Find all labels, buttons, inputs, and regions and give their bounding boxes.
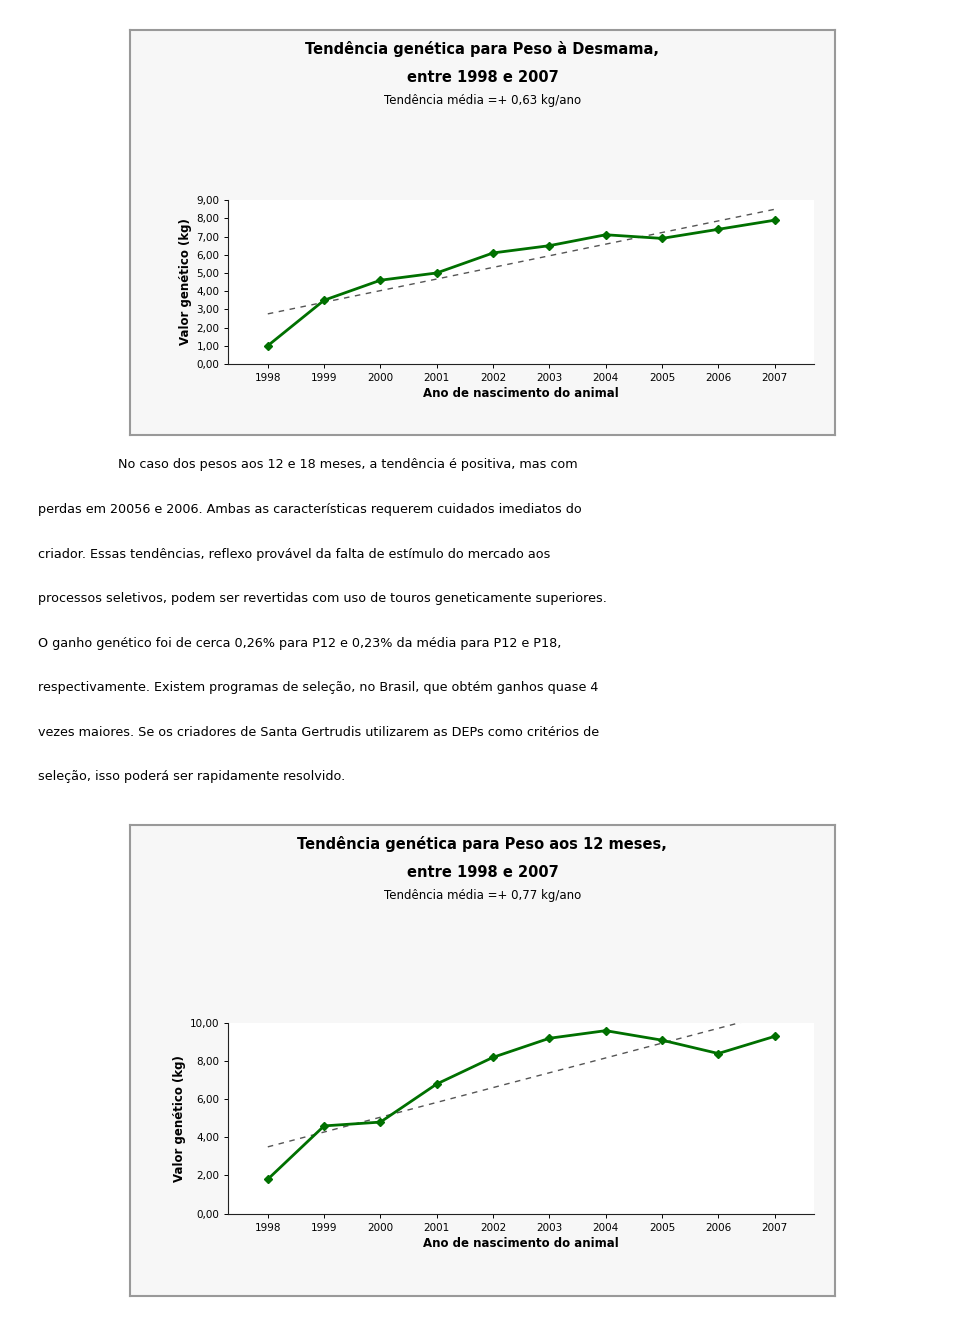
Text: seleção, isso poderá ser rapidamente resolvido.: seleção, isso poderá ser rapidamente res… bbox=[38, 770, 346, 783]
Text: entre 1998 e 2007: entre 1998 e 2007 bbox=[406, 865, 559, 880]
Text: O ganho genético foi de cerca 0,26% para P12 e 0,23% da média para P12 e P18,: O ganho genético foi de cerca 0,26% para… bbox=[38, 636, 562, 649]
Text: respectivamente. Existem programas de seleção, no Brasil, que obtém ganhos quase: respectivamente. Existem programas de se… bbox=[38, 681, 599, 694]
Text: Tendência genética para Peso à Desmama,: Tendência genética para Peso à Desmama, bbox=[305, 41, 660, 57]
Text: entre 1998 e 2007: entre 1998 e 2007 bbox=[406, 70, 559, 85]
X-axis label: Ano de nascimento do animal: Ano de nascimento do animal bbox=[423, 387, 619, 400]
Text: No caso dos pesos aos 12 e 18 meses, a tendência é positiva, mas com: No caso dos pesos aos 12 e 18 meses, a t… bbox=[38, 458, 578, 472]
Text: processos seletivos, podem ser revertidas com uso de touros geneticamente superi: processos seletivos, podem ser revertida… bbox=[38, 592, 608, 606]
Y-axis label: Valor genético (kg): Valor genético (kg) bbox=[173, 1055, 185, 1182]
Y-axis label: Valor genético (kg): Valor genético (kg) bbox=[180, 219, 192, 346]
X-axis label: Ano de nascimento do animal: Ano de nascimento do animal bbox=[423, 1236, 619, 1249]
Text: Tendência média =+ 0,63 kg/ano: Tendência média =+ 0,63 kg/ano bbox=[384, 94, 581, 107]
Text: criador. Essas tendências, reflexo provável da falta de estímulo do mercado aos: criador. Essas tendências, reflexo prová… bbox=[38, 547, 551, 560]
Text: Tendência genética para Peso aos 12 meses,: Tendência genética para Peso aos 12 mese… bbox=[298, 836, 667, 852]
Text: vezes maiores. Se os criadores de Santa Gertrudis utilizarem as DEPs como critér: vezes maiores. Se os criadores de Santa … bbox=[38, 726, 600, 739]
Text: Tendência média =+ 0,77 kg/ano: Tendência média =+ 0,77 kg/ano bbox=[384, 889, 581, 902]
Text: perdas em 20056 e 2006. Ambas as características requerem cuidados imediatos do: perdas em 20056 e 2006. Ambas as caracte… bbox=[38, 504, 582, 515]
